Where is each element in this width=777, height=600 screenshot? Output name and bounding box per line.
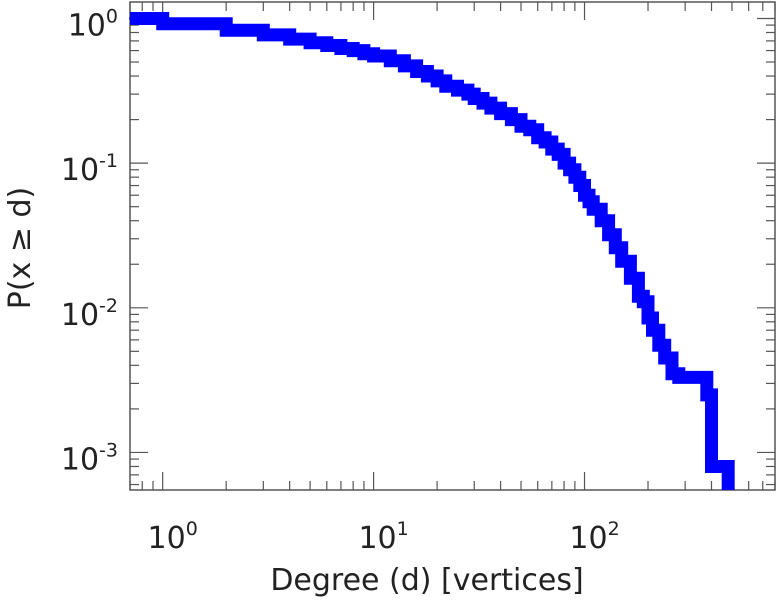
- data-point: [573, 176, 576, 179]
- data-point: [710, 465, 713, 468]
- x-tick-label: 100: [148, 518, 198, 556]
- data-point: [325, 44, 328, 47]
- data-point: [629, 277, 632, 280]
- data-point: [309, 41, 312, 44]
- data-point: [657, 344, 660, 347]
- data-point: [510, 118, 513, 121]
- data-point: [520, 125, 523, 128]
- data-point: [705, 393, 708, 396]
- data-point: [647, 316, 650, 319]
- axes-layer: [129, 1, 776, 491]
- data-point: [568, 168, 571, 171]
- data-point: [578, 184, 581, 187]
- data-point: [444, 85, 447, 88]
- data-point: [489, 107, 492, 110]
- data-point: [684, 376, 687, 379]
- y-tick-label: 10-1: [61, 150, 118, 188]
- data-point: [550, 148, 553, 151]
- data-point: [415, 70, 418, 73]
- data-point: [288, 38, 291, 41]
- data-point: [600, 219, 603, 222]
- data-point: [339, 47, 342, 50]
- data-point: [436, 79, 439, 82]
- data-point: [642, 300, 645, 303]
- data-point: [466, 93, 469, 96]
- y-tick-label: 10-3: [61, 439, 118, 477]
- data-point: [352, 49, 355, 52]
- data-point: [262, 33, 265, 36]
- data-point: [528, 128, 531, 131]
- data-point: [651, 329, 654, 332]
- data-point: [587, 200, 590, 203]
- data-point: [499, 112, 502, 115]
- data-point: [225, 29, 228, 32]
- series-line-0: [130, 12, 735, 490]
- data-point: [536, 136, 539, 139]
- y-axis-label: P(x ≥ d): [3, 187, 38, 310]
- data-point: [637, 295, 640, 298]
- data-point: [698, 376, 701, 379]
- data-point: [721, 465, 724, 468]
- data-point: [663, 356, 666, 359]
- data-point: [372, 55, 375, 58]
- data-point: [426, 75, 429, 78]
- y-tick-label: 100: [68, 5, 118, 43]
- data-point: [456, 89, 459, 92]
- plot-frame: [129, 1, 776, 491]
- data-point: [389, 59, 392, 62]
- data-point: [592, 208, 595, 211]
- data-point: [557, 153, 560, 156]
- x-axis-label: Degree (d) [vertices]: [270, 563, 583, 598]
- data-point: [671, 372, 674, 375]
- data-point: [692, 376, 695, 379]
- data-point: [727, 465, 730, 468]
- data-point: [403, 64, 406, 67]
- data-point: [544, 140, 547, 143]
- labels-layer: Degree (d) [vertices] P(x ≥ d) 100 101 102…: [3, 5, 620, 598]
- data-point: [614, 246, 617, 249]
- x-tick-label: 101: [358, 518, 408, 556]
- data-point: [161, 22, 164, 25]
- data-point: [607, 233, 610, 236]
- data-point: [677, 376, 680, 379]
- data-point: [129, 17, 131, 20]
- data-point: [620, 260, 623, 263]
- data-point: [583, 194, 586, 197]
- data-point: [473, 97, 476, 100]
- series-layer: [129, 12, 735, 490]
- data-point: [362, 52, 365, 55]
- x-tick-label: 102: [569, 518, 619, 556]
- data-point: [563, 162, 566, 165]
- y-tick-label: 10-2: [61, 295, 118, 333]
- data-point: [481, 102, 484, 105]
